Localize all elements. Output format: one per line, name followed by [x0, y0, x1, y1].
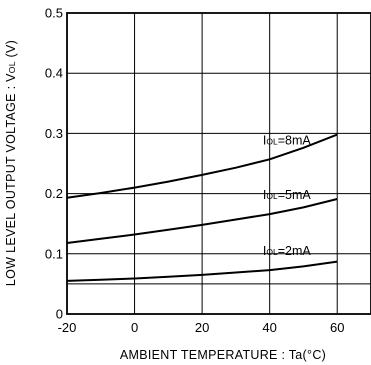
gridlines [67, 13, 371, 314]
x-tick-label: -20 [58, 320, 77, 335]
y-axis-title-suffix: (V) [4, 40, 18, 61]
series-line [66, 198, 338, 244]
y-axis-title: LOW LEVEL OUTPUT VOLTAGE : VOL (V) [4, 40, 18, 286]
x-tick-labels: -20 0 20 40 60 [58, 320, 345, 335]
x-tick-label: 60 [330, 320, 344, 335]
series-label: IOL=8mA [263, 133, 311, 147]
y-tick-label: 0.5 [45, 6, 63, 21]
series-line [66, 260, 338, 282]
y-tick-label: 0 [56, 307, 63, 322]
y-tick-label: 0.3 [45, 126, 63, 141]
x-tick-label: 20 [195, 320, 209, 335]
y-axis-title-subscript: OL [7, 61, 17, 73]
y-axis-title-prefix: LOW LEVEL OUTPUT VOLTAGE : V [4, 73, 18, 286]
y-tick-label: 0.1 [45, 246, 63, 261]
plot-frame [66, 12, 371, 315]
x-tick-label: 0 [131, 320, 138, 335]
series-label: IOL=5mA [263, 188, 311, 202]
series-lines [66, 133, 338, 282]
x-axis-title: AMBIENT TEMPERATURE : Ta(°C) [120, 348, 326, 362]
series-labels: IOL=8mA IOL=5mA IOL=2mA [263, 133, 311, 258]
series-line [66, 133, 338, 199]
y-tick-labels: 0 0.1 0.2 0.3 0.4 0.5 [45, 6, 63, 322]
series-label: IOL=2mA [263, 244, 311, 258]
y-tick-label: 0.4 [45, 66, 63, 81]
y-tick-label: 0.2 [45, 186, 63, 201]
x-tick-label: 40 [262, 320, 276, 335]
